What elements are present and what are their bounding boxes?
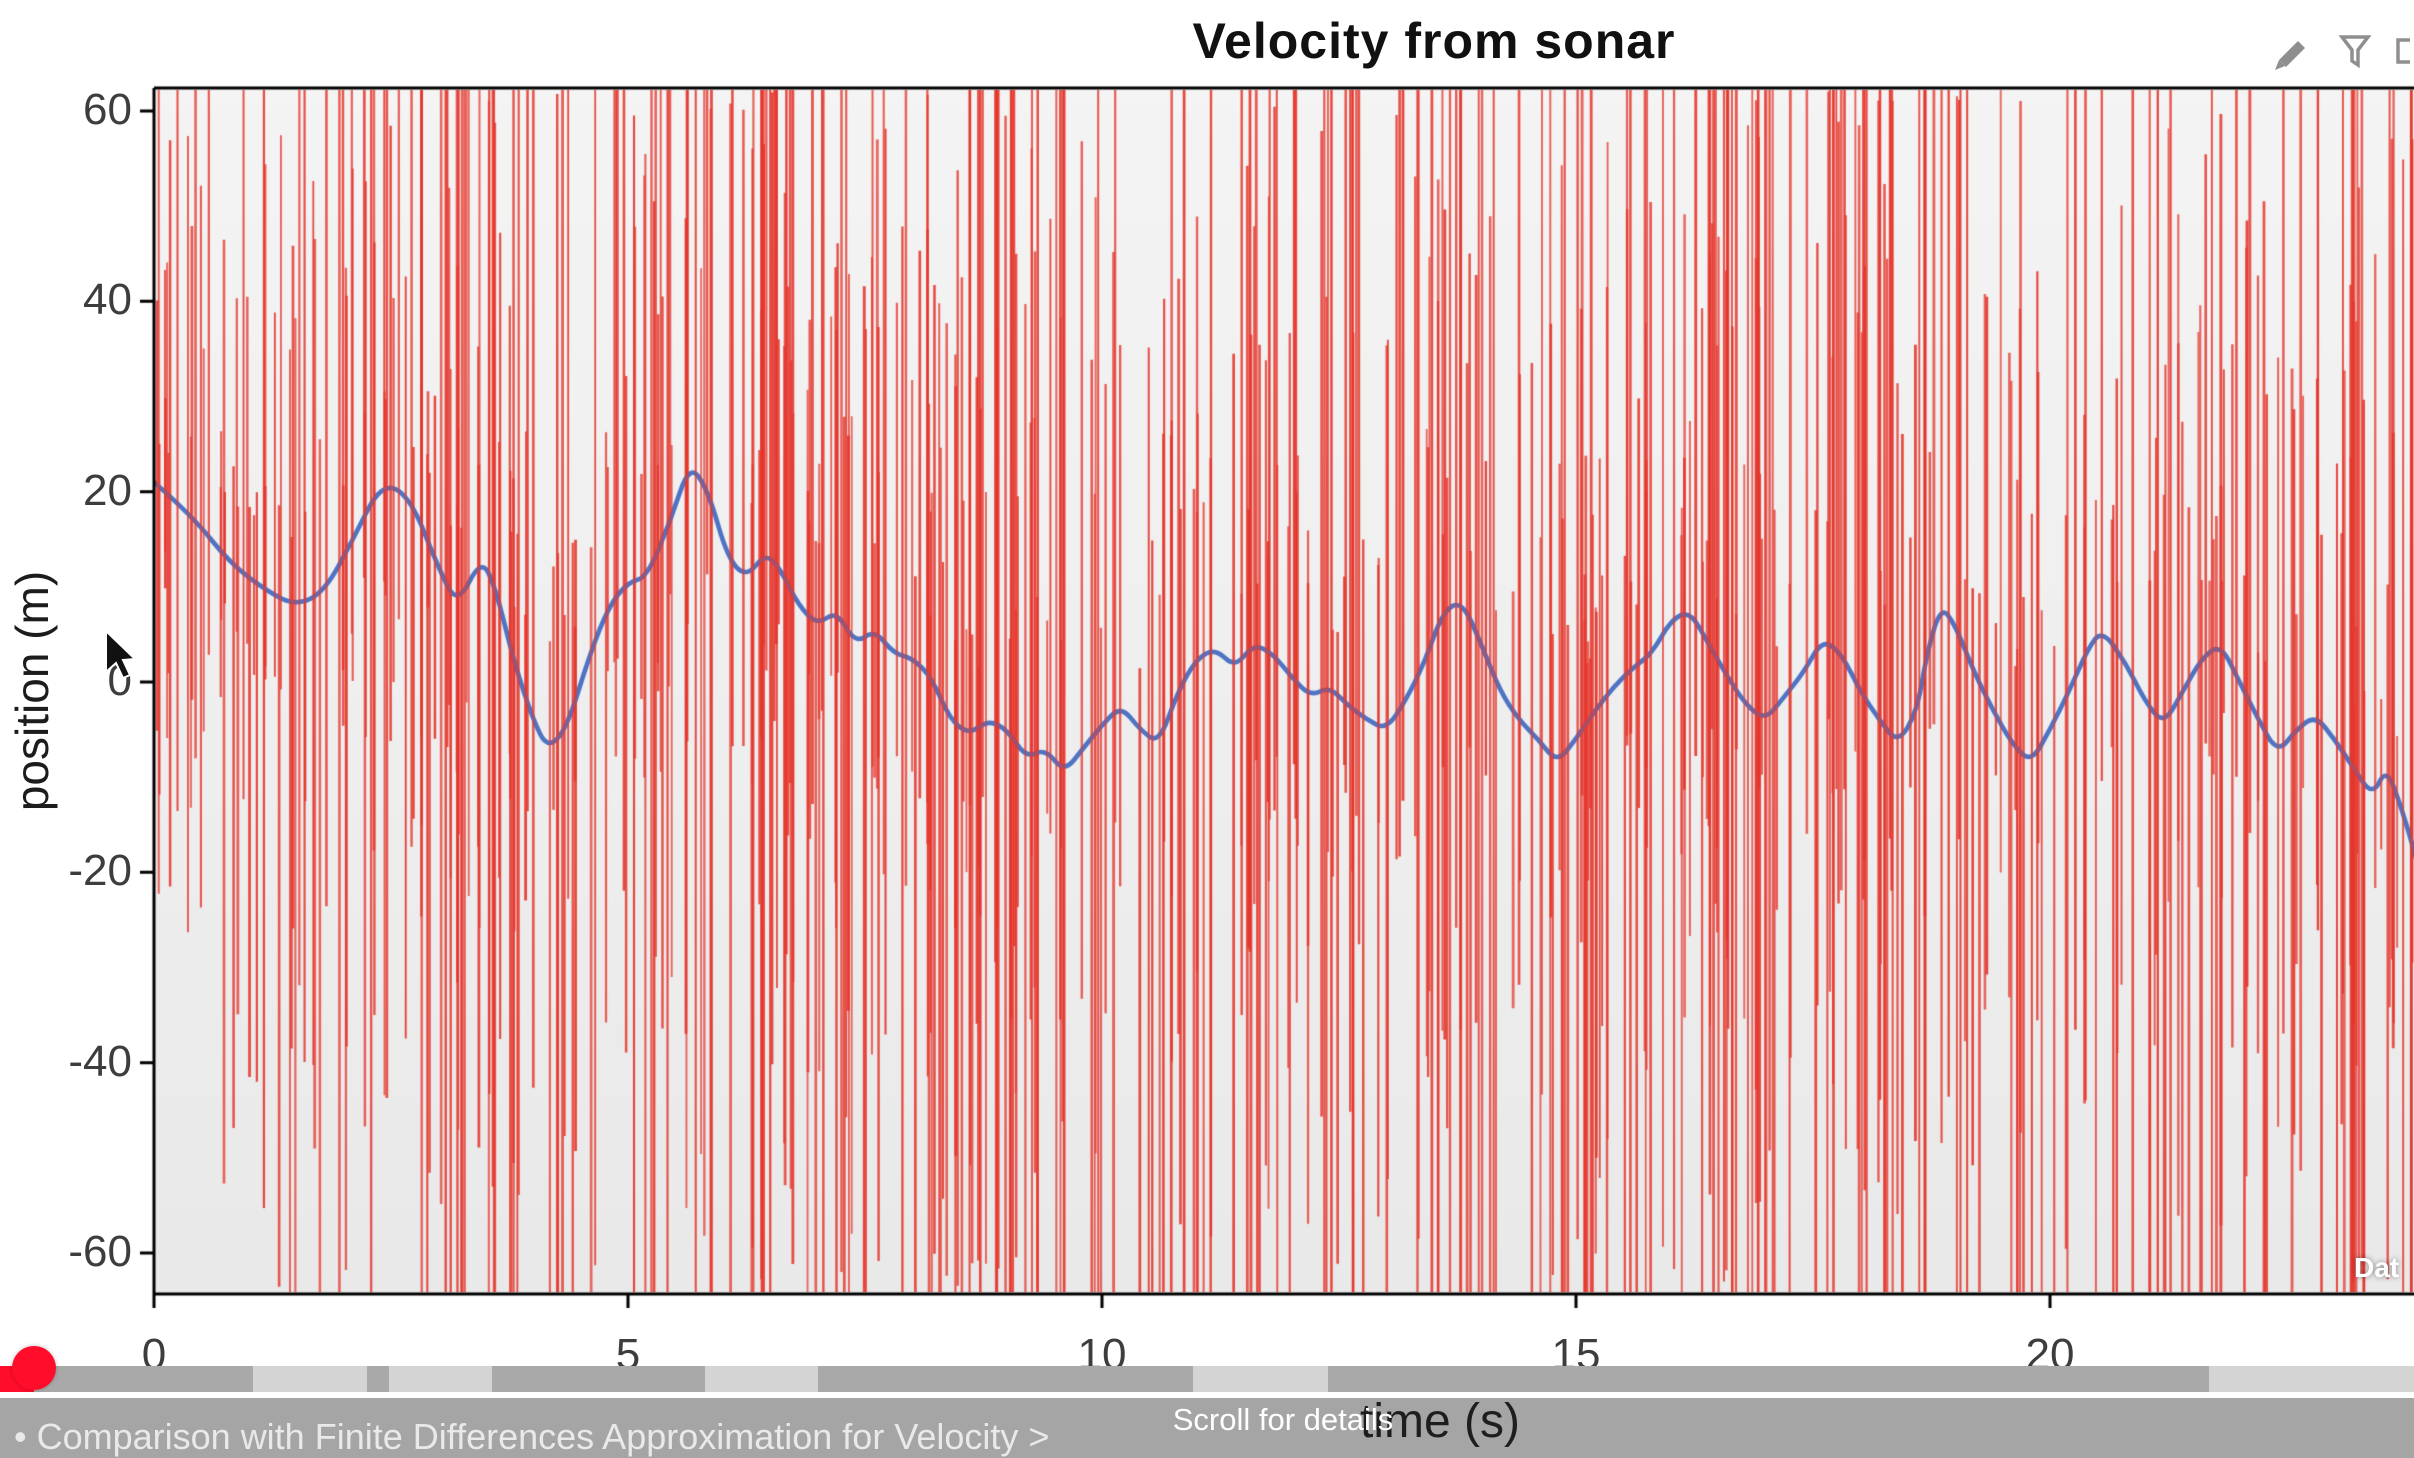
y-tick-label: -20 [68,846,132,896]
buffered-segment [2208,1366,2414,1392]
video-caption: • Comparison with Finite Differences App… [14,1416,1050,1457]
clipped-icon[interactable] [2394,28,2410,74]
video-progress-bar[interactable] [0,1366,2414,1392]
brush-icon[interactable] [2270,28,2316,74]
y-tick-label: -60 [68,1227,132,1277]
axes-toolbar [2270,28,2410,74]
legend-label-clipped: Dat [2354,1252,2400,1283]
y-tick-label: 40 [83,275,132,325]
y-tick-label: 60 [83,84,132,134]
buffered-segment [388,1366,493,1392]
buffered-segment [704,1366,819,1392]
bottom-overlay-scrim [0,1398,2414,1458]
y-tick-label: -40 [68,1036,132,1086]
scroll-for-details-hint: Scroll for details [1172,1402,1394,1437]
buffered-segment [253,1366,367,1392]
playhead-dot[interactable] [12,1346,56,1390]
y-tick-label: 20 [83,465,132,515]
chart-title: Velocity from sonar [1192,13,1676,69]
x-axis-label: time (s) [1360,1395,1520,1448]
buffered-segment [1192,1366,1328,1392]
datatip-icon[interactable] [2332,28,2378,74]
mouse-cursor-icon [104,628,138,685]
